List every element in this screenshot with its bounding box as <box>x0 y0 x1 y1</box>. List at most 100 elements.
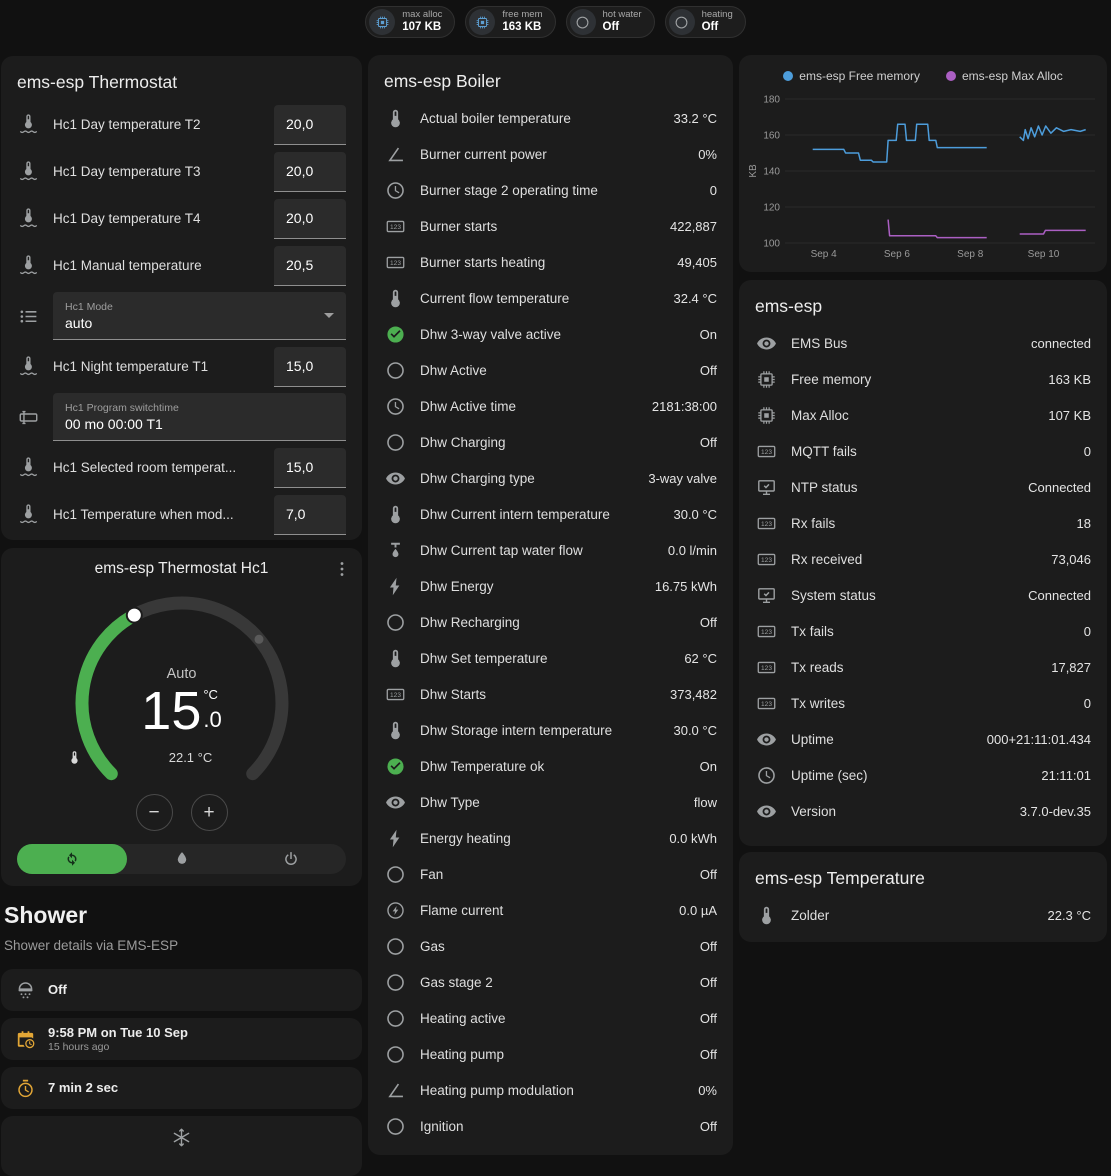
decrease-temperature-button[interactable]: − <box>135 794 173 831</box>
badge-free-mem[interactable]: free mem 163 KB <box>465 6 556 38</box>
legend-item[interactable]: ems-esp Max Alloc <box>946 69 1063 83</box>
number-input[interactable]: 15,0 <box>274 447 346 488</box>
setting-label: Hc1 Day temperature T3 <box>53 164 201 179</box>
shower-row[interactable]: 9:58 PM on Tue 10 Sep 15 hours ago <box>1 1018 362 1060</box>
entity-row[interactable]: Heating pump modulation 0% <box>368 1072 733 1108</box>
entity-row[interactable]: Fan Off <box>368 856 733 892</box>
entity-row[interactable]: Ignition Off <box>368 1108 733 1144</box>
entity-row[interactable]: 123 Tx fails 0 <box>739 613 1107 649</box>
entity-row[interactable]: Energy heating 0.0 kWh <box>368 820 733 856</box>
entity-row[interactable]: 123 Burner starts heating 49,405 <box>368 244 733 280</box>
entity-label: Dhw Recharging <box>420 614 520 630</box>
select-input[interactable]: Hc1 Mode auto <box>53 292 346 340</box>
entity-row[interactable]: Dhw Active time 2181:38:00 <box>368 388 733 424</box>
shower-section-title: Shower <box>4 902 88 928</box>
thermostat-setting-row: Hc1 Day temperature T2 20,0 <box>1 101 362 148</box>
entity-row[interactable]: Burner current power 0% <box>368 136 733 172</box>
thermometer-water-icon <box>17 457 39 479</box>
svg-text:123: 123 <box>761 521 772 528</box>
number-input[interactable]: 20,5 <box>274 245 346 286</box>
entity-row[interactable]: Heating pump Off <box>368 1036 733 1072</box>
entity-row[interactable]: Dhw Current tap water flow 0.0 l/min <box>368 532 733 568</box>
entity-row[interactable]: Gas stage 2 Off <box>368 964 733 1000</box>
entity-row[interactable]: Actual boiler temperature 33.2 °C <box>368 100 733 136</box>
entity-row[interactable]: Version 3.7.0-dev.35 <box>739 793 1107 829</box>
badge-heating[interactable]: heating Off <box>664 6 746 38</box>
flash-icon <box>384 575 406 597</box>
entity-row[interactable]: Dhw 3-way valve active On <box>368 316 733 352</box>
entity-row[interactable]: EMS Bus connected <box>739 325 1107 361</box>
entity-row[interactable]: Dhw Temperature ok On <box>368 748 733 784</box>
shower-row[interactable] <box>1 1116 362 1176</box>
entity-row[interactable]: 123 Rx fails 18 <box>739 505 1107 541</box>
increase-temperature-button[interactable]: + <box>190 794 228 831</box>
entity-row[interactable]: 123 Tx reads 17,827 <box>739 649 1107 685</box>
entity-label: Uptime <box>791 731 834 747</box>
off-mode-button[interactable] <box>236 844 346 874</box>
svg-text:Sep 6: Sep 6 <box>884 249 911 260</box>
entity-value: On <box>699 758 717 774</box>
entity-row[interactable]: Heating active Off <box>368 1000 733 1036</box>
thermostat-setting-row: Hc1 Selected room temperat... 15,0 <box>1 444 362 491</box>
number-input[interactable]: 20,0 <box>274 198 346 239</box>
entity-row[interactable]: Zolder 22.3 °C <box>739 897 1107 933</box>
entity-label: EMS Bus <box>791 335 848 351</box>
entity-row[interactable]: Free memory 163 KB <box>739 361 1107 397</box>
entity-row[interactable]: Dhw Charging Off <box>368 424 733 460</box>
setting-label: Hc1 Manual temperature <box>53 258 202 273</box>
entity-row[interactable]: Uptime 000+21:11:01.434 <box>739 721 1107 757</box>
entity-row[interactable]: 123 Rx received 73,046 <box>739 541 1107 577</box>
number-input[interactable]: 15,0 <box>274 346 346 387</box>
number-input[interactable]: 20,0 <box>274 104 346 145</box>
thermostat-dial: Auto 15 °C .0 22.1 °C <box>67 588 297 818</box>
entity-row[interactable]: Dhw Type flow <box>368 784 733 820</box>
dial-handle[interactable] <box>125 606 143 624</box>
thermometer-icon <box>384 287 406 309</box>
dial-arc <box>75 596 288 781</box>
entity-value: 18 <box>1076 515 1091 531</box>
autorenew-icon <box>63 850 81 868</box>
entity-value: 73,046 <box>1051 551 1091 567</box>
entity-row[interactable]: 123 Dhw Starts 373,482 <box>368 676 733 712</box>
number-input[interactable]: 7,0 <box>274 494 346 535</box>
legend-item[interactable]: ems-esp Free memory <box>783 69 920 83</box>
shower-row[interactable]: 7 min 2 sec <box>1 1067 362 1109</box>
heat-mode-button[interactable] <box>127 844 237 874</box>
entity-label: Dhw 3-way valve active <box>420 326 562 342</box>
entity-value: 32.4 °C <box>673 290 717 306</box>
entity-row[interactable]: Flame current 0.0 µA <box>368 892 733 928</box>
entity-label: Flame current <box>420 902 504 918</box>
more-options-icon[interactable] <box>332 559 352 579</box>
entity-row[interactable]: 123 MQTT fails 0 <box>739 433 1107 469</box>
entity-label: Heating active <box>420 1010 506 1026</box>
entity-row[interactable]: Dhw Active Off <box>368 352 733 388</box>
badge-max-alloc[interactable]: max alloc 107 KB <box>365 6 456 38</box>
entity-row[interactable]: Uptime (sec) 21:11:01 <box>739 757 1107 793</box>
entity-row[interactable]: Current flow temperature 32.4 °C <box>368 280 733 316</box>
entity-row[interactable]: Burner stage 2 operating time 0 <box>368 172 733 208</box>
auto-mode-button[interactable] <box>17 844 127 874</box>
entity-row[interactable]: Dhw Energy 16.75 kWh <box>368 568 733 604</box>
entity-row[interactable]: Dhw Current intern temperature 30.0 °C <box>368 496 733 532</box>
entity-row[interactable]: Gas Off <box>368 928 733 964</box>
number-input[interactable]: 20,0 <box>274 151 346 192</box>
entity-row[interactable]: Max Alloc 107 KB <box>739 397 1107 433</box>
entity-row[interactable]: Dhw Charging type 3-way valve <box>368 460 733 496</box>
entity-value: 22.3 °C <box>1047 907 1091 923</box>
entity-row[interactable]: Dhw Recharging Off <box>368 604 733 640</box>
entity-row[interactable]: NTP status Connected <box>739 469 1107 505</box>
entity-row[interactable]: Dhw Storage intern temperature 30.0 °C <box>368 712 733 748</box>
text-input[interactable]: Hc1 Program switchtime 00 mo 00:00 T1 <box>53 393 346 441</box>
entity-row[interactable]: System status Connected <box>739 577 1107 613</box>
entity-label: Dhw Starts <box>420 686 487 702</box>
entity-value: 0% <box>698 1082 717 1098</box>
entity-row[interactable]: 123 Burner starts 422,887 <box>368 208 733 244</box>
shower-row[interactable]: Off <box>1 969 362 1011</box>
entity-row[interactable]: Dhw Set temperature 62 °C <box>368 640 733 676</box>
network-check-icon <box>755 584 777 606</box>
entity-row[interactable]: 123 Tx writes 0 <box>739 685 1107 721</box>
legend-dot-icon <box>783 71 794 81</box>
setting-label: Hc1 Day temperature T4 <box>53 211 201 226</box>
badge-hot-water[interactable]: hot water Off <box>565 6 655 38</box>
thermometer-water-icon <box>17 255 39 277</box>
